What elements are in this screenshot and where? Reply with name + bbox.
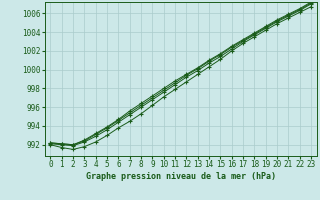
X-axis label: Graphe pression niveau de la mer (hPa): Graphe pression niveau de la mer (hPa) [86,172,276,181]
